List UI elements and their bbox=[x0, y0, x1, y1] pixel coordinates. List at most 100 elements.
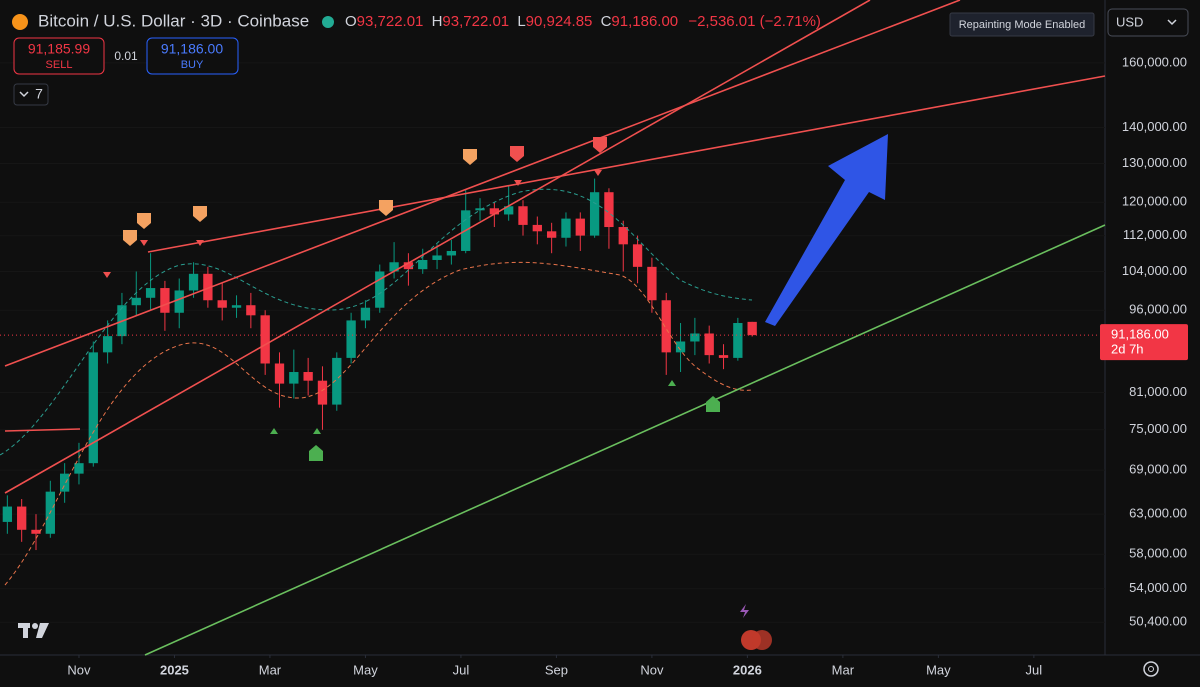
candle-body bbox=[260, 315, 270, 364]
candle-body bbox=[747, 321, 757, 336]
candle-body bbox=[561, 218, 571, 238]
candle-body bbox=[217, 300, 227, 308]
candle-body bbox=[475, 208, 485, 211]
candle-body bbox=[332, 357, 342, 405]
x-tick-label: Mar bbox=[832, 662, 855, 677]
x-tick-label: Jul bbox=[453, 662, 470, 677]
y-tick-label: 140,000.00 bbox=[1122, 119, 1187, 134]
candle-body bbox=[432, 255, 442, 260]
candle-body bbox=[647, 266, 657, 301]
last-price-box bbox=[1100, 324, 1188, 361]
candle-body bbox=[733, 323, 743, 358]
candle-body bbox=[418, 259, 428, 270]
settings-button[interactable] bbox=[1143, 661, 1159, 677]
y-tick-label: 69,000.00 bbox=[1129, 462, 1187, 477]
chevron bbox=[19, 91, 29, 98]
candle-body bbox=[231, 305, 242, 308]
change: −2,536.01 (−2.71%) bbox=[688, 13, 821, 30]
candle-body bbox=[446, 250, 457, 256]
sell-button[interactable]: 91,185.99 SELL bbox=[13, 37, 105, 75]
buy-button[interactable]: 91,186.00 BUY bbox=[146, 37, 239, 75]
y-tick-label: 58,000.00 bbox=[1129, 546, 1187, 561]
candle-body bbox=[203, 273, 213, 301]
badge-box bbox=[949, 12, 1095, 37]
trend-line bbox=[4, 428, 81, 432]
candle-body bbox=[704, 333, 714, 356]
toggle-box[interactable] bbox=[13, 83, 49, 106]
currency-select[interactable]: USD bbox=[1107, 8, 1189, 37]
buy-label[interactable]: BUY bbox=[181, 59, 204, 71]
plot bbox=[0, 62, 1105, 623]
last-price-label: 91,186.00 bbox=[1111, 327, 1169, 342]
candle-body bbox=[718, 355, 729, 358]
candle-body bbox=[675, 341, 686, 353]
trend-line bbox=[147, 75, 1106, 253]
candle-body bbox=[88, 352, 98, 464]
events bbox=[740, 604, 772, 650]
candle-body bbox=[31, 529, 41, 534]
trend-line bbox=[4, 0, 961, 367]
countdown: 2d 7h bbox=[1111, 342, 1144, 357]
c-value: 91,186.00 bbox=[611, 13, 678, 30]
candle-body bbox=[2, 506, 13, 522]
c-label: C bbox=[601, 13, 612, 30]
candle-body bbox=[102, 336, 113, 353]
gear-center bbox=[1148, 666, 1154, 672]
ohlc: O93,722.01 H93,722.01 L90,924.85 C91,186… bbox=[345, 13, 821, 30]
repainting-badge: Repainting Mode Enabled bbox=[959, 19, 1086, 31]
currency[interactable]: USD bbox=[1116, 14, 1143, 29]
buy-price[interactable]: 91,186.00 bbox=[161, 41, 223, 57]
candle-body bbox=[246, 305, 256, 316]
x-tick-label: Sep bbox=[545, 662, 568, 677]
candle-body bbox=[274, 363, 285, 384]
x-tick-label: 2025 bbox=[160, 662, 189, 677]
candle-body bbox=[131, 297, 141, 306]
candle-body bbox=[661, 300, 671, 353]
o-label: O bbox=[345, 13, 357, 30]
candle-body bbox=[589, 192, 600, 236]
candle-body bbox=[303, 372, 313, 381]
candle-body bbox=[389, 262, 399, 272]
y-tick-label: 50,400.00 bbox=[1129, 614, 1187, 629]
sell-label[interactable]: SELL bbox=[46, 59, 73, 71]
sell-price[interactable]: 91,185.99 bbox=[28, 41, 90, 57]
candle-body bbox=[17, 506, 27, 530]
chevron bbox=[1167, 19, 1177, 26]
candle-body bbox=[518, 206, 528, 225]
support-line bbox=[144, 224, 1106, 656]
candle-body bbox=[160, 288, 170, 313]
candle-body bbox=[174, 290, 184, 313]
candle-body bbox=[145, 288, 156, 298]
buy-box[interactable] bbox=[146, 37, 239, 75]
arrow bbox=[765, 134, 888, 326]
tradingview-logo bbox=[18, 623, 49, 638]
trend-line bbox=[4, 0, 871, 494]
o-value: 93,722.01 bbox=[357, 13, 424, 30]
candle-body bbox=[375, 271, 385, 308]
gear[interactable] bbox=[1143, 661, 1159, 677]
h-label: H bbox=[432, 13, 443, 30]
market-status bbox=[322, 16, 334, 28]
candle-body bbox=[346, 320, 356, 358]
sell-box[interactable] bbox=[13, 37, 105, 75]
upper-band bbox=[0, 188, 753, 456]
signals bbox=[103, 137, 720, 461]
candle-body bbox=[74, 463, 84, 474]
symbol[interactable]: Bitcoin / U.S. Dollar · 3D · Coinbase bbox=[38, 11, 309, 30]
drawings bbox=[0, 0, 1106, 656]
candle-body bbox=[403, 262, 414, 270]
l-label: L bbox=[517, 13, 525, 30]
currency-box[interactable] bbox=[1107, 8, 1189, 37]
x-tick-label: 2026 bbox=[733, 662, 762, 677]
x-tick-label: May bbox=[926, 662, 951, 677]
candle-body bbox=[546, 231, 557, 238]
indicators-count[interactable]: 7 bbox=[35, 86, 43, 102]
y-tick-label: 75,000.00 bbox=[1129, 421, 1187, 436]
indicators-toggle[interactable]: 7 bbox=[13, 83, 49, 106]
candle-body bbox=[618, 227, 628, 245]
x-tick-label: Mar bbox=[259, 662, 282, 677]
y-tick-label: 104,000.00 bbox=[1122, 263, 1187, 278]
y-tick-label: 130,000.00 bbox=[1122, 155, 1187, 170]
